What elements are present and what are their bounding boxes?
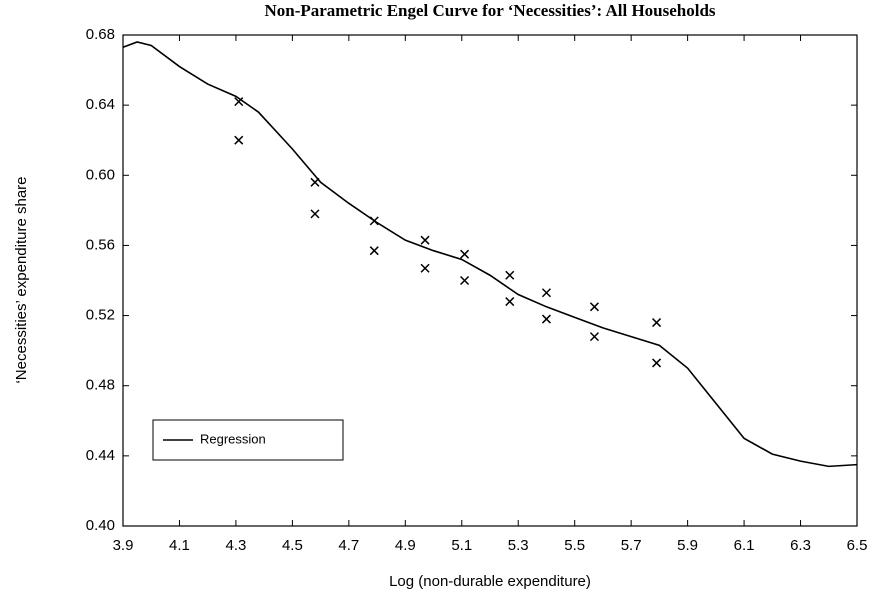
marker	[310, 209, 320, 219]
plot-frame	[122, 34, 858, 527]
marker	[460, 249, 470, 259]
x-axis-label: Log (non-durable expenditure)	[389, 573, 591, 590]
marker	[652, 318, 662, 328]
marker	[369, 216, 379, 226]
marker	[541, 288, 551, 298]
x-tick-label: 5.7	[621, 537, 642, 554]
x-tick-label: 4.5	[282, 537, 303, 554]
marker	[505, 270, 515, 280]
marker	[420, 263, 430, 273]
y-tick-label: 0.60	[86, 166, 115, 183]
x-tick-label: 6.5	[847, 537, 868, 554]
marker	[234, 135, 244, 145]
chart-title: Non-Parametric Engel Curve for ‘Necessit…	[264, 1, 715, 20]
marker	[652, 358, 662, 368]
x-tick-label: 3.9	[113, 537, 134, 554]
marker	[369, 246, 379, 256]
marker	[589, 302, 599, 312]
marker	[234, 97, 244, 107]
y-tick-label: 0.48	[86, 377, 115, 394]
marker	[589, 332, 599, 342]
x-tick-label: 4.7	[338, 537, 359, 554]
x-tick-label: 6.3	[790, 537, 811, 554]
y-tick-label: 0.44	[86, 447, 115, 464]
regression-line	[122, 41, 858, 468]
x-tick-label: 5.9	[677, 537, 698, 554]
marker	[541, 314, 551, 324]
x-tick-label: 4.3	[225, 537, 246, 554]
y-tick-label: 0.56	[86, 236, 115, 253]
marker	[505, 297, 515, 307]
y-tick-label: 0.52	[86, 307, 115, 324]
x-tick-label: 4.1	[169, 537, 190, 554]
marker	[420, 235, 430, 245]
marker	[310, 177, 320, 187]
x-tick-label: 4.9	[395, 537, 416, 554]
y-tick-label: 0.64	[86, 96, 115, 113]
marker	[460, 275, 470, 286]
y-tick-label: 0.40	[86, 517, 115, 534]
x-tick-label: 6.1	[734, 537, 755, 554]
y-axis-label: ‘Necessities’ expenditure share	[13, 176, 30, 383]
y-tick-label: 0.68	[86, 26, 115, 43]
legend-label: Regression	[200, 431, 266, 446]
x-tick-label: 5.3	[508, 537, 529, 554]
x-tick-label: 5.1	[451, 537, 472, 554]
x-tick-label: 5.5	[564, 537, 585, 554]
